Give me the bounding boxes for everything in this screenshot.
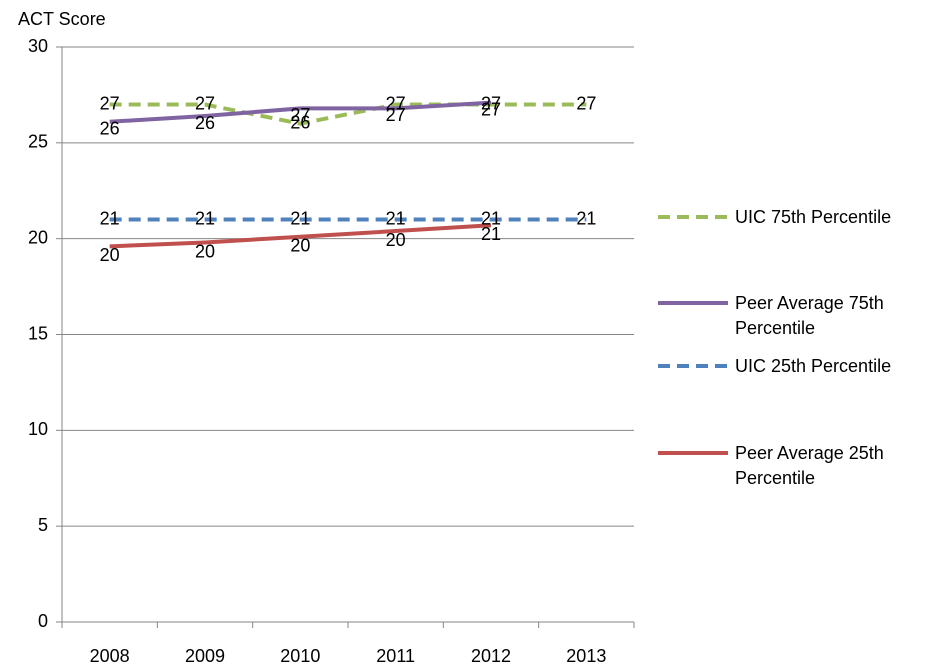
series-line (109, 102, 587, 126)
y-tick-label: 15 (28, 323, 48, 343)
data-label: 21 (290, 208, 310, 228)
x-tick-label: 2013 (566, 646, 606, 666)
data-label: 27 (481, 99, 501, 119)
data-label: 21 (386, 208, 406, 228)
data-label: 21 (195, 208, 215, 228)
legend-label: UIC 75th Percentile (735, 206, 892, 227)
data-label: 21 (100, 208, 120, 228)
data-label: 20 (290, 236, 310, 256)
data-label: 27 (195, 93, 215, 113)
data-label: 21 (481, 224, 501, 244)
x-tick-label: 2010 (280, 646, 320, 666)
series-line (109, 100, 492, 124)
y-tick-label: 20 (28, 227, 48, 247)
legend-label: Peer Average 25th Percentile (735, 442, 884, 488)
legend-label: UIC 25th Percentile (735, 355, 892, 376)
legend-label: Peer Average 75th Percentile (735, 292, 884, 338)
series-line (109, 223, 492, 249)
y-tick-label: 5 (38, 515, 48, 535)
x-tick-label: 2009 (185, 646, 225, 666)
y-tick-label: 30 (28, 36, 48, 56)
data-label: 27 (481, 93, 501, 113)
data-label: 21 (481, 208, 501, 228)
data-label: 21 (576, 208, 596, 228)
x-tick-label: 2012 (471, 646, 511, 666)
data-label: 26 (195, 113, 215, 133)
data-label: 26 (290, 112, 310, 132)
data-label: 27 (100, 93, 120, 113)
y-tick-label: 10 (28, 419, 48, 439)
data-label: 27 (386, 105, 406, 125)
data-label: 26 (100, 119, 120, 139)
x-tick-label: 2011 (376, 646, 415, 666)
y-tick-label: 25 (28, 132, 48, 152)
data-label: 20 (386, 230, 406, 250)
y-tick-label: 0 (38, 611, 48, 631)
data-label: 20 (195, 241, 215, 261)
data-label: 20 (100, 245, 120, 265)
data-label: 27 (290, 105, 310, 125)
data-label: 27 (576, 93, 596, 113)
data-label: 27 (386, 93, 406, 113)
x-tick-label: 2008 (90, 646, 130, 666)
y-axis-title: ACT Score (18, 9, 106, 29)
